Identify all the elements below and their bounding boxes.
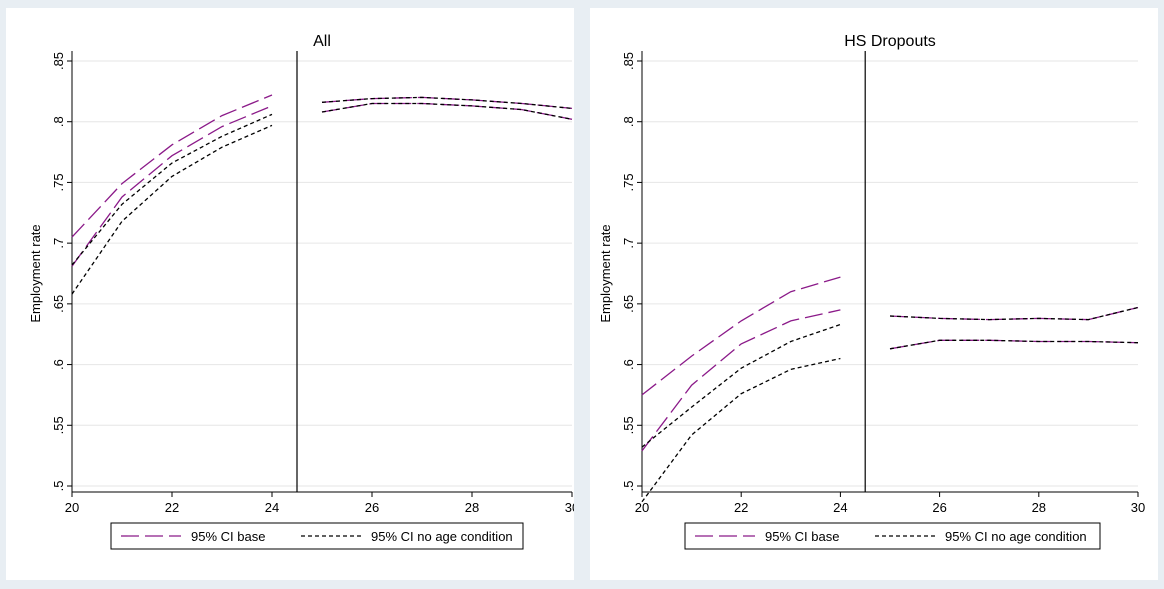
x-tick-label: 22: [734, 500, 748, 515]
y-tick-label: .65: [621, 295, 636, 313]
chart-title: HS Dropouts: [844, 33, 936, 50]
x-tick-label: 20: [635, 500, 649, 515]
x-tick-label: 28: [1032, 500, 1046, 515]
plot-area: [72, 51, 572, 492]
legend-label-0: 95% CI base: [765, 529, 839, 544]
y-tick-label: .6: [51, 359, 66, 370]
y-tick-label: .6: [621, 359, 636, 370]
chart-all: .5.55.6.65.7.75.8.85202224262830AllageEm…: [28, 33, 579, 550]
series-0-line-3: [889, 339, 1139, 350]
y-tick-label: .75: [51, 173, 66, 191]
series-0-line-2: [889, 306, 1139, 321]
series-1-line-1: [641, 357, 841, 503]
chart-panel-hs-dropouts: .5 .55 .6 .65 .7 .75 .8 .85 20 22 24 26 28 30 HS Dropo…: [590, 8, 1158, 580]
y-tick-label: .7: [621, 238, 636, 249]
y-tick-label: .55: [621, 416, 636, 434]
y-tick-label: .5: [51, 481, 66, 492]
y-tick-label: .65: [51, 295, 66, 313]
x-tick-label: 24: [265, 500, 279, 515]
series-1-line-1: [71, 124, 273, 295]
series-0-line-2: [321, 96, 573, 110]
legend-label-1: 95% CI no age condition: [945, 529, 1087, 544]
x-tick-label: 28: [465, 500, 479, 515]
x-tick-label: 20: [65, 500, 79, 515]
series-0-line-1: [71, 105, 273, 267]
series-0-line-0: [71, 94, 273, 238]
series-0-line-3: [321, 102, 573, 120]
plot-area: [642, 51, 1138, 492]
series-0-line-1: [641, 309, 841, 452]
y-tick-label: .55: [51, 416, 66, 434]
y-axis-title: Employment rate: [28, 224, 43, 322]
y-tick-label: .85: [621, 52, 636, 70]
series-1-line-3: [321, 102, 573, 120]
series-1-line-0: [71, 113, 273, 266]
legend-label-1: 95% CI no age condition: [371, 529, 513, 544]
x-tick-label: 26: [365, 500, 379, 515]
y-axis-title: Employment rate: [598, 224, 613, 322]
chart-title: All: [313, 33, 331, 50]
y-tick-label: .8: [51, 116, 66, 127]
y-tick-label: .85: [51, 52, 66, 70]
x-tick-label: 22: [165, 500, 179, 515]
y-tick-label: .8: [621, 116, 636, 127]
x-tick-label: 30: [1131, 500, 1145, 515]
y-tick-label: .7: [51, 238, 66, 249]
x-tick-label: 24: [833, 500, 847, 515]
series-1-line-0: [641, 323, 841, 448]
x-tick-label: 30: [565, 500, 574, 515]
x-tick-label: 26: [932, 500, 946, 515]
series-0-line-0: [641, 276, 841, 396]
y-tick-label: .75: [621, 173, 636, 191]
y-tick-label: .5: [621, 481, 636, 492]
legend-label-0: 95% CI base: [191, 529, 265, 544]
chart-panel-all: .5.55.6.65.7.75.8.85202224262830AllageEm…: [6, 8, 579, 580]
chart-hs-dropouts: .5 .55 .6 .65 .7 .75 .8 .85 20 22 24 26 28 30 HS Dropo…: [598, 33, 1145, 550]
